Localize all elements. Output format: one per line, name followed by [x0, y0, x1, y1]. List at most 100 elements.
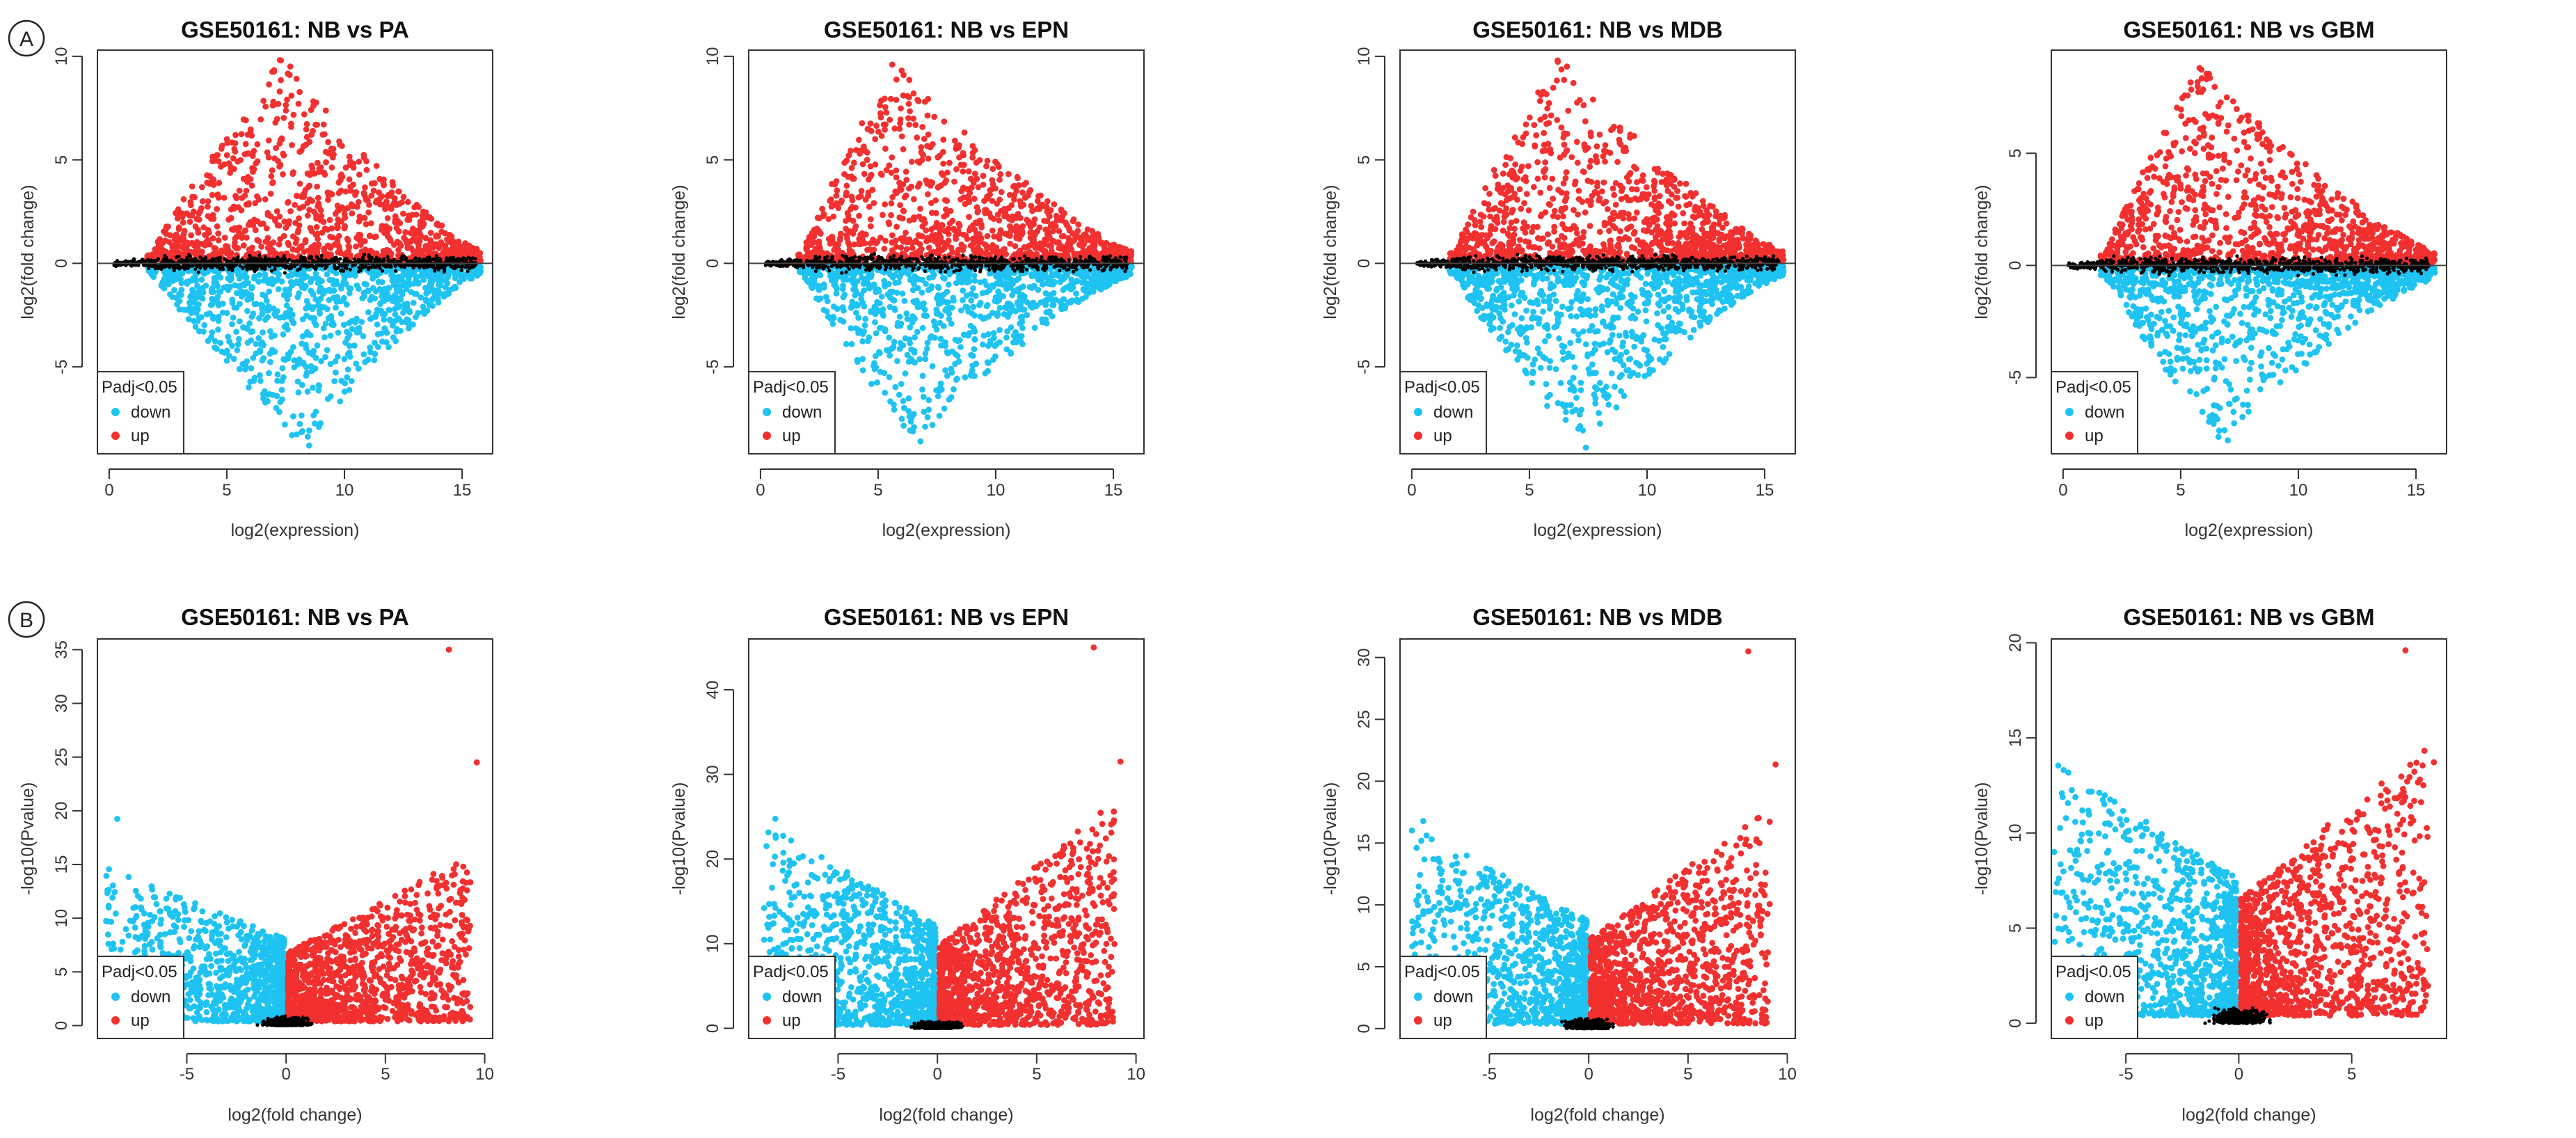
point-up [287, 63, 294, 70]
point-down [200, 329, 207, 335]
point-up [251, 148, 257, 155]
point-down [371, 357, 377, 363]
point-down [854, 357, 861, 363]
point-down [1020, 283, 1026, 290]
point-down [264, 398, 271, 404]
point-down [228, 276, 234, 282]
point-up [254, 193, 260, 200]
y-axis-label: log2(fold change) [18, 184, 38, 319]
point-up [304, 121, 310, 127]
point-ns [283, 271, 287, 274]
point-up [199, 184, 205, 191]
point-up [278, 137, 284, 143]
point-up [215, 193, 221, 200]
point-down [818, 295, 824, 301]
point-down [313, 271, 319, 277]
point-down [941, 406, 948, 412]
point-down [923, 350, 929, 356]
point-up [882, 201, 888, 207]
point-down [420, 303, 427, 310]
point-up [358, 236, 364, 242]
point-down [849, 299, 855, 305]
point-up [377, 201, 383, 207]
point-ns [445, 256, 448, 260]
point-down [898, 381, 905, 387]
point-down [161, 285, 167, 291]
point-down [242, 366, 248, 372]
point-down [978, 313, 984, 319]
point-up [305, 171, 311, 177]
point-down [809, 283, 815, 290]
point-up [1007, 192, 1013, 198]
point-down [477, 268, 484, 274]
point-up [239, 207, 245, 214]
point-ns [360, 258, 363, 262]
point-up [200, 198, 206, 205]
point-up [989, 166, 996, 172]
point-down [853, 291, 859, 297]
panel-label-a: A [9, 21, 44, 56]
point-down [436, 299, 442, 306]
point-down [953, 280, 960, 286]
point-up [397, 242, 404, 248]
point-down [378, 308, 384, 314]
point-up [289, 142, 295, 148]
point-down [935, 284, 941, 290]
point-down [1051, 290, 1057, 297]
point-ns [304, 264, 308, 268]
point-up [258, 244, 264, 250]
point-up [176, 249, 182, 255]
point-ns [320, 254, 324, 258]
point-down [1073, 290, 1079, 297]
point-down [338, 378, 344, 384]
point-up [385, 215, 391, 221]
point-up [1064, 222, 1070, 228]
point-down [824, 308, 830, 315]
point-ns [169, 259, 173, 262]
point-down [365, 309, 372, 315]
point-ns [431, 266, 435, 269]
point-ns [157, 257, 160, 260]
point-up [242, 151, 248, 157]
point-down [967, 330, 973, 336]
point-down [868, 309, 874, 315]
point-down [413, 291, 420, 297]
point-up [383, 247, 390, 253]
point-down [323, 321, 329, 327]
point-up [312, 122, 319, 128]
point-ns [413, 258, 417, 261]
point-down [290, 413, 296, 420]
point-down [852, 283, 858, 289]
point-ns [400, 258, 404, 261]
point-up [358, 242, 364, 248]
point-down [200, 285, 206, 291]
point-ns [299, 258, 303, 261]
point-down [229, 342, 235, 349]
point-down [1013, 277, 1019, 283]
point-down [904, 310, 910, 317]
point-down [962, 374, 968, 381]
point-up [311, 171, 317, 177]
point-down [848, 305, 854, 311]
point-up [229, 226, 235, 232]
point-up [325, 139, 331, 145]
point-up [364, 167, 370, 173]
point-down [184, 280, 191, 287]
point-up [423, 210, 429, 216]
point-down [923, 281, 929, 287]
point-down [276, 409, 283, 415]
point-down [390, 334, 397, 340]
point-up [852, 205, 859, 211]
point-ns [270, 269, 273, 273]
point-up [344, 250, 350, 256]
point-down [970, 353, 976, 359]
point-up [900, 146, 907, 152]
point-ns [342, 258, 346, 262]
point-up [185, 240, 191, 246]
point-down [374, 322, 381, 328]
point-up [394, 225, 400, 231]
panel-label-b: B [9, 602, 44, 637]
point-down [817, 272, 823, 278]
point-down [431, 287, 438, 294]
point-down [903, 370, 909, 377]
